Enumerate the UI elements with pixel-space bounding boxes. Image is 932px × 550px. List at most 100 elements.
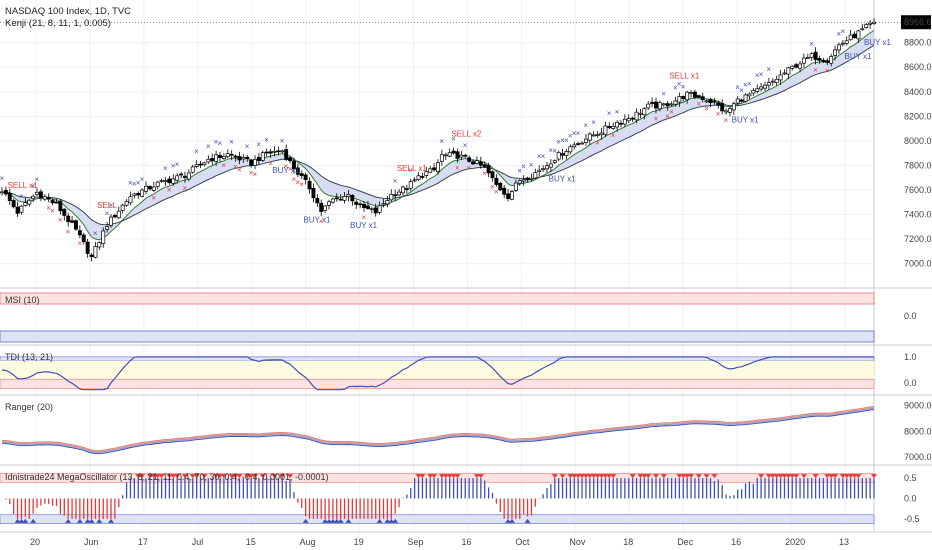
candle (229, 150, 234, 161)
candle (155, 180, 160, 190)
candle (724, 108, 729, 115)
mega-sell-triangle (259, 474, 266, 479)
candle (62, 208, 67, 221)
candle (42, 194, 47, 202)
candle (81, 232, 86, 245)
candle (583, 133, 588, 146)
mega-buy-triangle (76, 518, 83, 523)
candle-body-up (786, 67, 791, 75)
buy-marker: × (171, 161, 176, 170)
sell-marker: × (284, 162, 289, 171)
candle-body-up (35, 191, 39, 195)
candle (163, 177, 168, 186)
tdi-line (1, 356, 874, 391)
candle-body-up (155, 181, 160, 187)
time-tick-label: Jul (192, 537, 204, 547)
candle (611, 122, 616, 130)
sell-marker: × (665, 112, 670, 121)
candle-body-down (311, 188, 316, 199)
msi-pane[interactable] (0, 292, 875, 343)
candle-body-up (241, 157, 246, 160)
mega-sell-triangle (217, 474, 223, 479)
chart-title: NASDAQ 100 Index, 1D, TVC (5, 6, 131, 17)
buy-marker: × (556, 137, 561, 146)
sell-marker: × (455, 164, 460, 173)
sell-marker: × (482, 169, 487, 178)
candle-body-up (603, 125, 608, 135)
candle-body-up (864, 24, 869, 28)
sell-marker: × (490, 183, 495, 192)
candle (759, 82, 764, 92)
candle-body-up (856, 30, 861, 40)
mega-sell-triangle (244, 474, 251, 479)
candle (46, 193, 51, 203)
candle-body-down (350, 194, 355, 202)
candle-body-down (167, 178, 172, 184)
candle-body-down (70, 220, 75, 223)
sell-marker: × (50, 206, 55, 215)
ranger-pane[interactable] (1, 406, 875, 455)
candle (704, 99, 709, 103)
price-pane[interactable]: ××××× ×××××××× × × ××××× ×××× × ×××× ××× ×× ×××× ××… (0, 18, 902, 262)
candle-body-up (728, 108, 732, 113)
mega-sell-triangle (653, 474, 659, 479)
mega-sell-triangle (839, 474, 846, 479)
candle-body-up (202, 162, 207, 166)
candle (696, 94, 701, 99)
buy-marker: × (93, 229, 98, 238)
candle (323, 204, 328, 213)
ranger-tick-label: 8000.0 (904, 426, 932, 436)
candle-body-up (105, 226, 110, 230)
candle (373, 203, 378, 217)
mega-buy-triangle (108, 518, 114, 523)
buy-signal-label: BUY x1 (732, 115, 760, 124)
candle (221, 153, 226, 160)
candle-body-up (661, 103, 666, 106)
candle-body-up (443, 154, 448, 157)
msi-tick-label: 0.0 (904, 311, 917, 321)
candle (206, 155, 211, 164)
candle (292, 157, 296, 174)
candle (626, 114, 631, 124)
mega-sell-triangle (777, 474, 784, 479)
candle-body-down (696, 95, 701, 98)
candle-body-up (428, 168, 433, 173)
candle (307, 177, 312, 194)
candle-body-down (81, 234, 86, 243)
candle-body-down (295, 167, 300, 175)
tdi-pane[interactable] (0, 356, 875, 391)
candle (190, 164, 195, 174)
buy-marker: × (836, 30, 841, 39)
candle-body-down (58, 200, 63, 212)
sell-marker: × (611, 131, 616, 140)
candle (280, 149, 285, 154)
candle (634, 108, 639, 124)
candle (268, 148, 273, 158)
buy-signal-label: BUY x1 (272, 166, 300, 175)
ema-ribbon (2, 30, 874, 240)
buy-marker: × (245, 142, 250, 151)
sell-marker: × (825, 66, 830, 75)
candle (393, 189, 398, 202)
candle-body-down (794, 64, 799, 68)
candle-body-up (840, 42, 845, 45)
price-tick-label: 8400.0 (904, 87, 932, 97)
candle-body-up (408, 181, 413, 189)
mega-sell-triangle (181, 474, 188, 479)
msi-upper-band (0, 292, 875, 305)
candle (183, 171, 187, 183)
candle-body-up (19, 205, 24, 213)
mega-oscillator-pane[interactable] (0, 472, 877, 525)
candle (288, 156, 293, 164)
candle (389, 189, 394, 202)
candle-body-down (813, 51, 818, 61)
mega-buy-triangle (65, 518, 72, 523)
ranger-line (1, 407, 875, 453)
buy-marker: × (583, 121, 588, 130)
candle-body-down (821, 59, 826, 62)
buy-marker: × (218, 139, 223, 148)
candle-body-down (716, 102, 721, 106)
candle (19, 204, 24, 215)
candle (237, 151, 242, 165)
